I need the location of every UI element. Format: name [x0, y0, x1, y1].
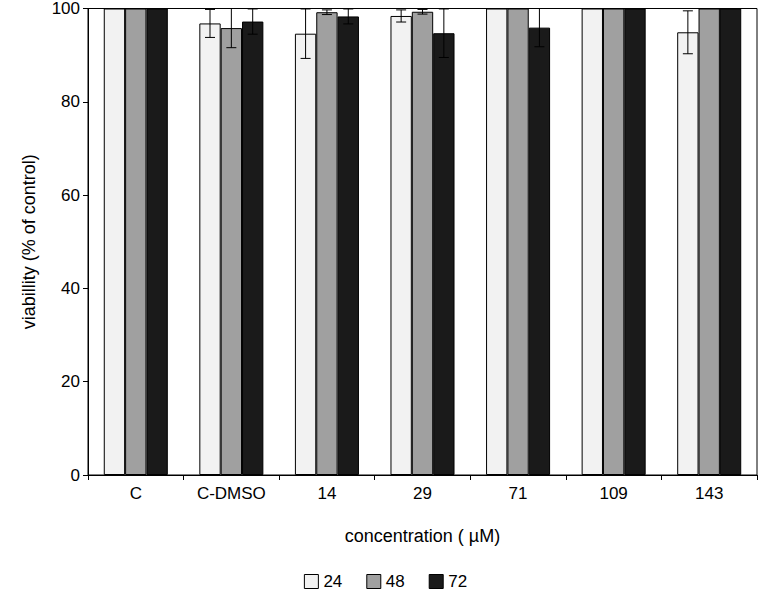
- svg-text:C-DMSO: C-DMSO: [197, 484, 266, 503]
- svg-text:concentration ( µM): concentration ( µM): [345, 526, 500, 546]
- svg-text:100: 100: [52, 0, 80, 18]
- svg-text:109: 109: [599, 484, 627, 503]
- svg-text:48: 48: [386, 572, 405, 591]
- svg-text:60: 60: [61, 186, 80, 205]
- svg-text:143: 143: [695, 484, 723, 503]
- svg-text:20: 20: [61, 372, 80, 391]
- svg-text:80: 80: [61, 92, 80, 111]
- svg-text:viabillity (% of control): viabillity (% of control): [19, 154, 39, 329]
- svg-text:24: 24: [323, 572, 342, 591]
- svg-text:C: C: [130, 484, 142, 503]
- svg-text:0: 0: [71, 466, 80, 485]
- svg-text:29: 29: [413, 484, 432, 503]
- svg-text:71: 71: [509, 484, 528, 503]
- svg-text:40: 40: [61, 279, 80, 298]
- svg-text:14: 14: [317, 484, 336, 503]
- svg-text:72: 72: [448, 572, 467, 591]
